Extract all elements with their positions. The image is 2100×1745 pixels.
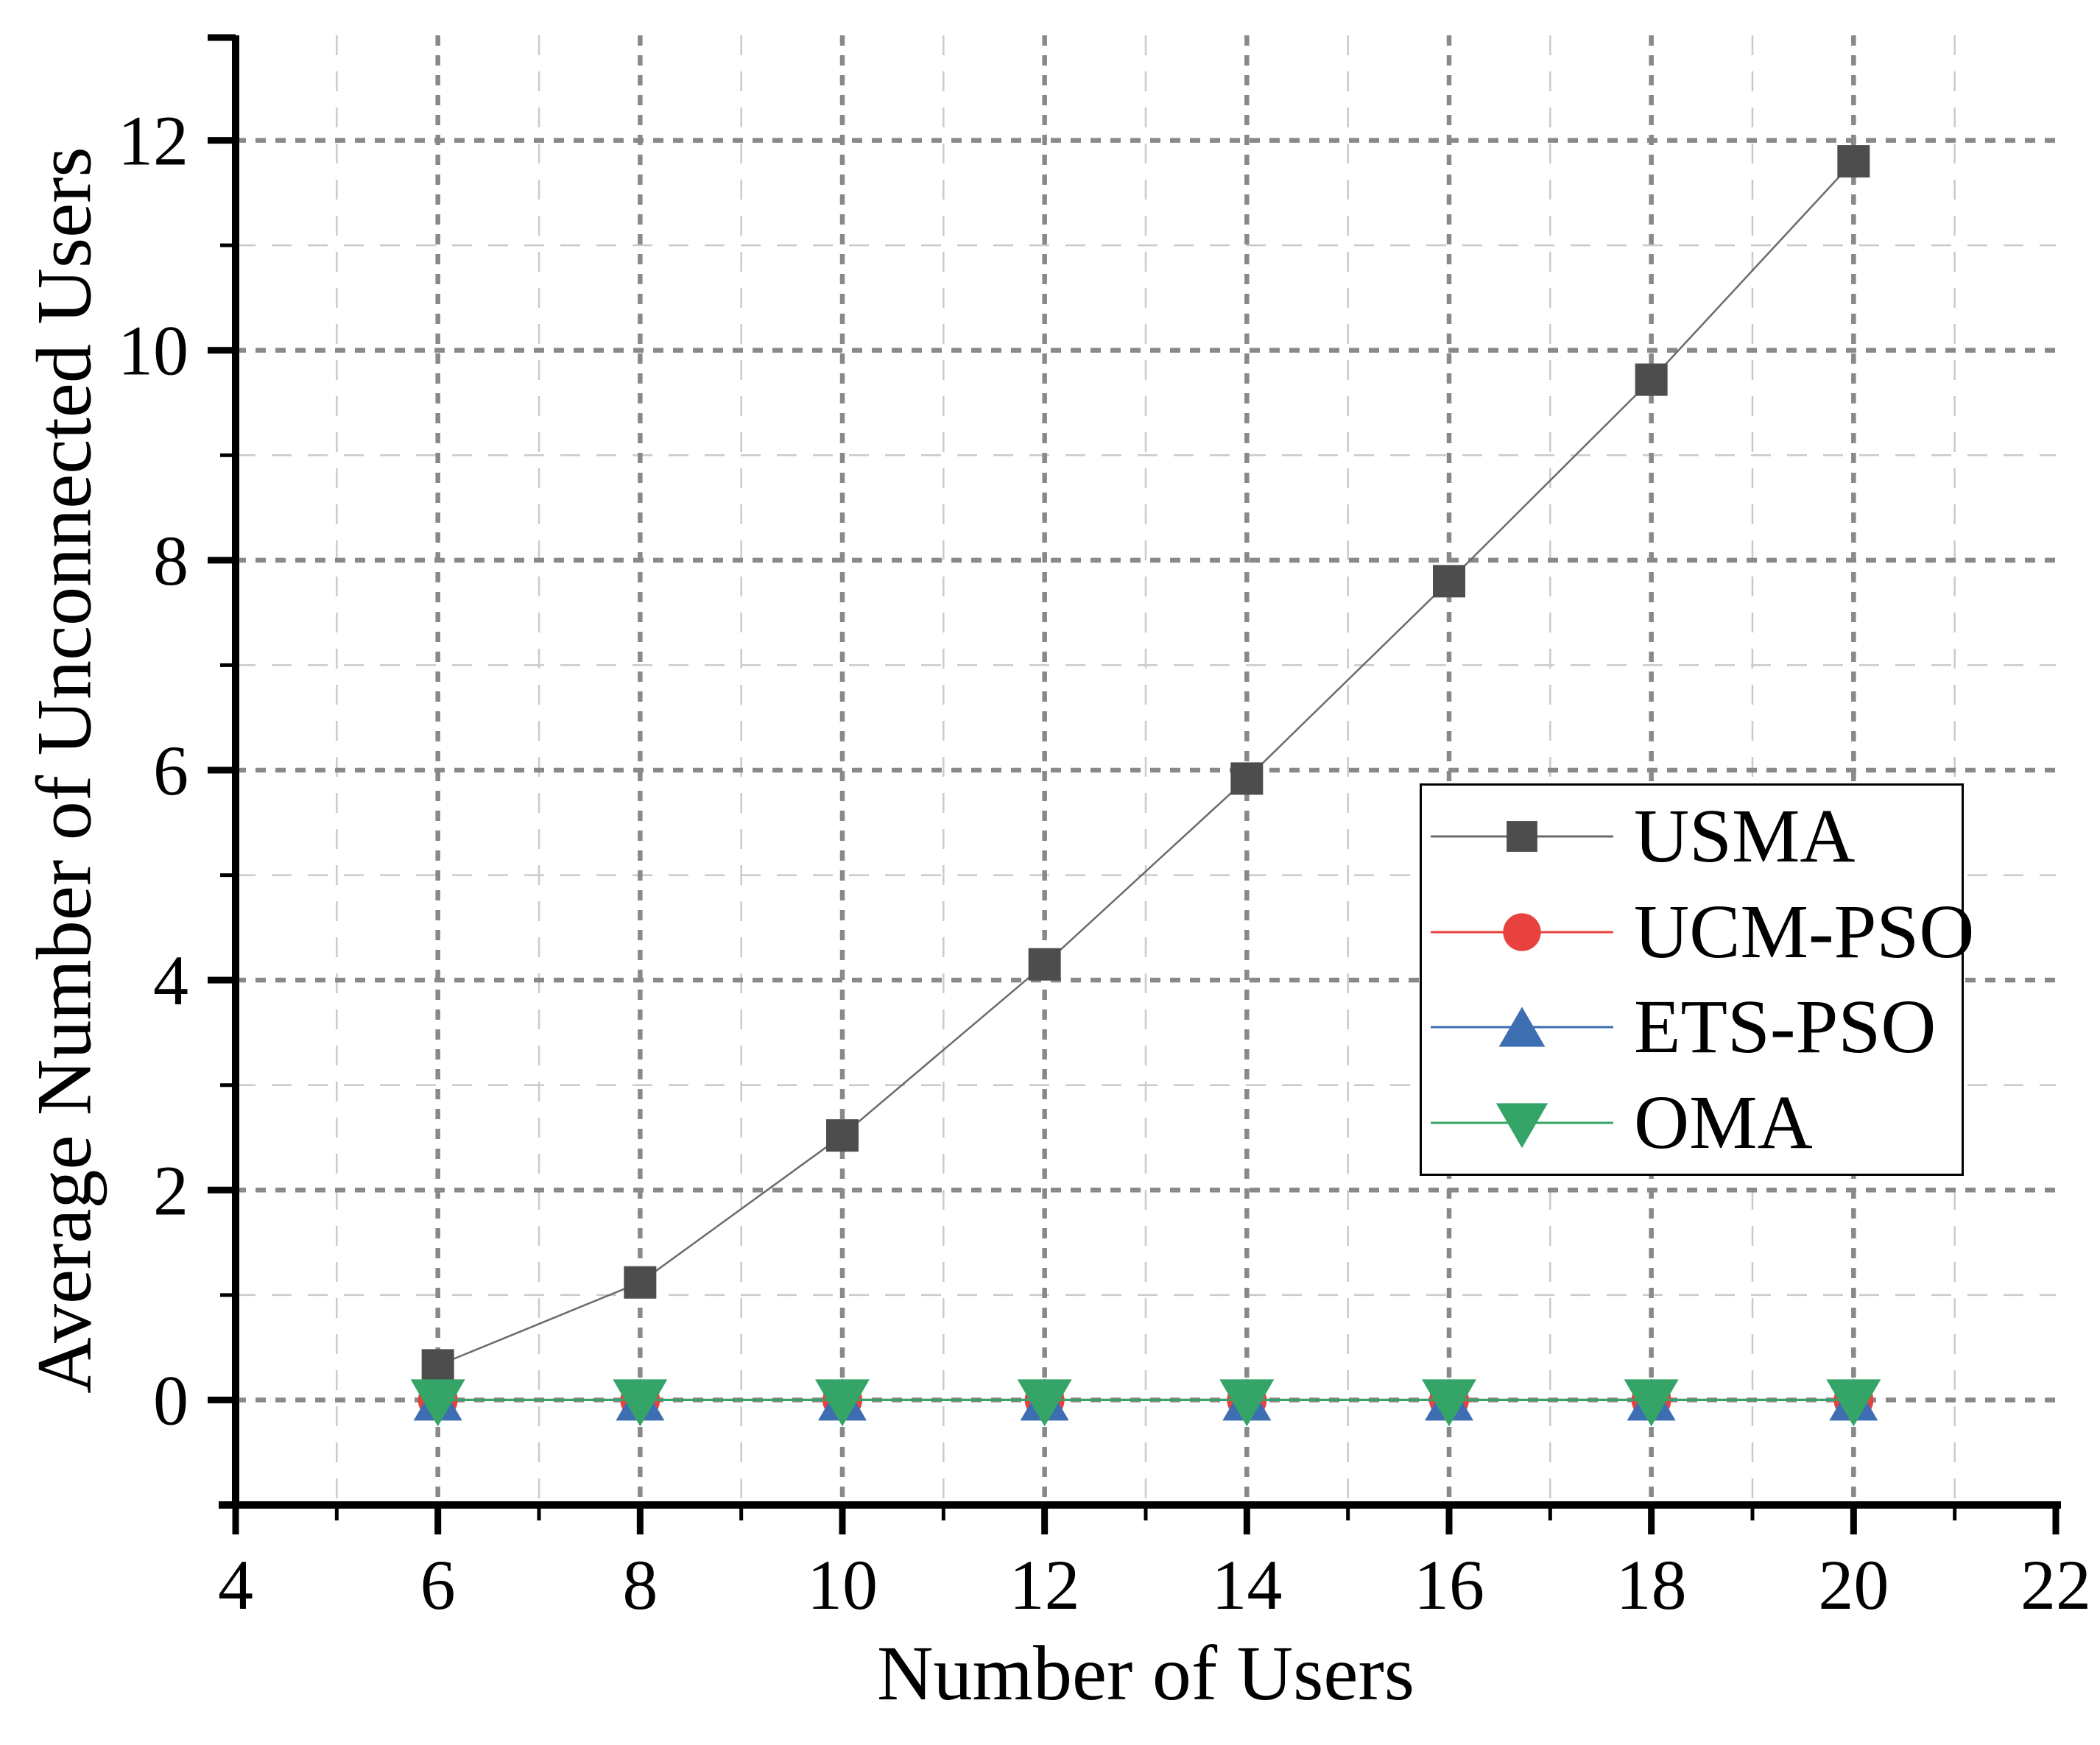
- data-point-usma-x8: [624, 1266, 657, 1299]
- y-tick-label-12: 12: [118, 102, 188, 180]
- data-point-usma-x14: [1230, 762, 1264, 795]
- legend-label: UCM-PSO: [1634, 889, 1975, 974]
- x-tick-label-22: 22: [2020, 1545, 2091, 1624]
- data-point-usma-x20: [1837, 145, 1870, 178]
- x-tick-label-8: 8: [622, 1545, 658, 1624]
- legend-marker-svg: [1431, 1007, 1613, 1047]
- x-tick-label-16: 16: [1414, 1545, 1484, 1624]
- legend-marker-svg: [1431, 1103, 1613, 1149]
- legend-marker-svg: [1431, 912, 1613, 951]
- data-point-oma-x12: [1017, 1379, 1072, 1427]
- data-point-oma-x14: [1219, 1379, 1275, 1427]
- y-tick-label-10: 10: [118, 311, 188, 390]
- data-point-oma-x16: [1422, 1379, 1476, 1427]
- data-point-usma-x6: [421, 1349, 454, 1382]
- x-tick-label-20: 20: [1818, 1545, 1889, 1624]
- legend-marker-svg: [1431, 820, 1613, 852]
- legend-marker-circle-icon: [1429, 889, 1615, 976]
- legend-box: USMA UCM-PSO ETS-PSO OMA: [1420, 783, 1974, 1176]
- legend-label: ETS-PSO: [1634, 984, 1937, 1070]
- legend-label: USMA: [1634, 793, 1856, 878]
- data-point-oma-x18: [1624, 1379, 1679, 1427]
- legend-glyph-oma: [1495, 1103, 1548, 1149]
- legend-label: OMA: [1634, 1080, 1813, 1166]
- y-tick-label-8: 8: [153, 521, 188, 600]
- legend-entry-usma: USMA: [1422, 791, 1962, 883]
- x-tick-label-4: 4: [218, 1545, 253, 1624]
- series-line-usma: [437, 161, 1855, 1367]
- legend-marker-triangle-down-icon: [1429, 1079, 1615, 1166]
- data-point-usma-x10: [826, 1119, 859, 1152]
- x-tick-label-10: 10: [807, 1545, 878, 1624]
- y-tick-label-2: 2: [153, 1151, 188, 1230]
- x-tick-label-12: 12: [1010, 1545, 1080, 1624]
- y-tick-label-0: 0: [153, 1361, 188, 1439]
- legend-glyph-usma: [1507, 820, 1537, 852]
- x-tick-label-6: 6: [420, 1545, 456, 1624]
- legend-entry-oma: OMA: [1422, 1077, 1962, 1169]
- data-point-usma-x12: [1028, 948, 1061, 981]
- legend-entry-ets-pso: ETS-PSO: [1422, 981, 1962, 1074]
- legend-marker-square-icon: [1429, 793, 1615, 880]
- legend-marker-triangle-up-icon: [1429, 984, 1615, 1071]
- legend-glyph-ets-pso: [1498, 1007, 1546, 1047]
- x-axis-title: Number of Users: [876, 1630, 1415, 1716]
- data-point-oma-x20: [1826, 1379, 1881, 1427]
- y-axis-title: Average Number of Unconnected Users: [21, 147, 108, 1394]
- data-point-usma-x18: [1635, 363, 1668, 396]
- data-point-oma-x6: [410, 1379, 465, 1427]
- legend-entry-ucm-pso: UCM-PSO: [1422, 886, 1974, 978]
- y-tick-label-4: 4: [153, 941, 188, 1020]
- x-tick-label-14: 14: [1211, 1545, 1282, 1624]
- y-tick-label-6: 6: [153, 731, 188, 810]
- data-point-oma-x10: [815, 1379, 870, 1427]
- x-tick-label-18: 18: [1616, 1545, 1687, 1624]
- legend-glyph-ucm-pso: [1503, 912, 1541, 951]
- data-point-usma-x16: [1433, 565, 1465, 598]
- data-point-oma-x8: [613, 1379, 668, 1427]
